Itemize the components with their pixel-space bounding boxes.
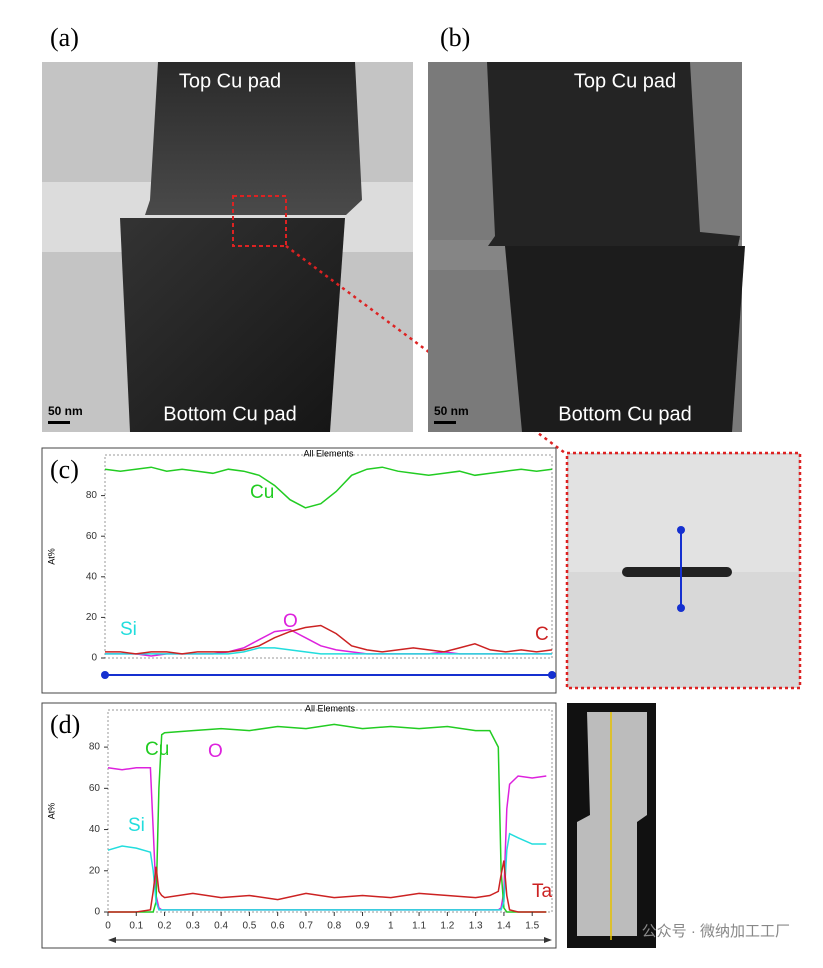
x-tick-label: 1.3 — [469, 921, 483, 932]
chart-title: All Elements — [305, 703, 356, 713]
top-pad — [145, 62, 362, 215]
x-tick-label: 1.5 — [525, 921, 539, 932]
pillar — [577, 712, 647, 936]
x-tick-label: 1.2 — [440, 921, 454, 932]
panel-label: (c) — [50, 455, 79, 484]
y-tick-label: 0 — [91, 653, 97, 664]
y-tick-label: 40 — [89, 824, 101, 835]
y-tick-label: 60 — [89, 783, 101, 794]
bottom-pad — [120, 218, 345, 432]
x-tick-label: 1.1 — [412, 921, 426, 932]
interface-void — [622, 567, 732, 577]
series-line — [107, 832, 547, 911]
scan-end — [677, 526, 685, 534]
scan-end — [101, 671, 109, 679]
x-tick-label: 0.9 — [356, 921, 370, 932]
series-label: C — [535, 624, 549, 645]
pad-label: Bottom Cu pad — [558, 403, 691, 425]
series-line — [105, 624, 553, 655]
top-pad — [487, 62, 740, 246]
chart-frame — [41, 702, 557, 949]
watermark: 公众号 · 微纳加工工厂 — [642, 923, 790, 940]
scan-end — [677, 604, 685, 612]
x-tick-label: 0.5 — [242, 921, 256, 932]
scale-bar — [48, 421, 70, 424]
x-tick-label: 0 — [105, 921, 111, 932]
series-label: O — [283, 611, 298, 632]
pad-label: Bottom Cu pad — [163, 403, 296, 425]
scale-label: 50 nm — [434, 404, 469, 418]
y-tick-label: 60 — [86, 531, 98, 542]
series-label: O — [208, 741, 223, 762]
y-tick-label: 80 — [86, 490, 98, 501]
x-tick-label: 0.1 — [129, 921, 143, 932]
series-line — [104, 466, 553, 509]
series-line — [108, 723, 547, 913]
scale-label: 50 nm — [48, 404, 83, 418]
x-tick-label: 1.4 — [497, 921, 511, 932]
chart-title: All Elements — [303, 448, 354, 458]
y-axis-label: At% — [46, 803, 56, 820]
panel-label: (b) — [440, 23, 470, 52]
pad-label: Top Cu pad — [574, 70, 676, 92]
x-tick-label: 0.4 — [214, 921, 228, 932]
plot-area — [107, 709, 553, 913]
inset-top — [569, 455, 798, 572]
bottom-pad — [505, 246, 745, 432]
x-tick-label: 0.7 — [299, 921, 313, 932]
y-tick-label: 0 — [94, 907, 100, 918]
series-label: Ta — [532, 881, 553, 902]
y-tick-label: 40 — [86, 571, 98, 582]
panel-label: (d) — [50, 710, 80, 739]
x-tick-label: 0.8 — [327, 921, 341, 932]
chart-frame — [41, 447, 557, 694]
scale-bar — [434, 421, 456, 424]
x-tick-label: 1 — [388, 921, 394, 932]
series-label: Si — [120, 619, 137, 640]
y-tick-label: 20 — [89, 865, 101, 876]
x-tick-label: 0.2 — [158, 921, 172, 932]
x-tick-label: 0.6 — [271, 921, 285, 932]
panel-label: (a) — [50, 23, 79, 52]
pad-label: Top Cu pad — [179, 70, 281, 92]
series-label: Cu — [145, 739, 169, 760]
y-tick-label: 20 — [86, 612, 98, 623]
series-line — [108, 860, 547, 913]
y-axis-label: At% — [46, 548, 56, 565]
series-label: Si — [128, 815, 145, 836]
plot-area — [104, 454, 553, 659]
x-tick-label: 0.3 — [186, 921, 200, 932]
scan-end — [548, 671, 556, 679]
series-label: Cu — [250, 482, 274, 503]
y-tick-label: 80 — [89, 742, 101, 753]
roi-box — [232, 195, 287, 247]
